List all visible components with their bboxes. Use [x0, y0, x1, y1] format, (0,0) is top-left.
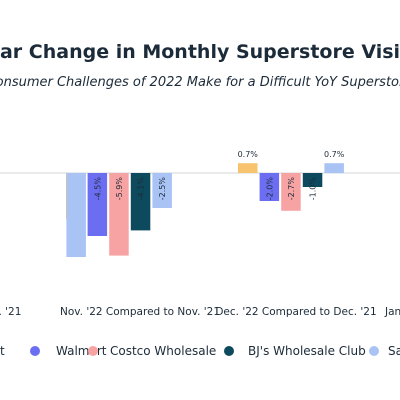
- legend-marker: [30, 346, 40, 356]
- legend-label: Sa: [388, 344, 400, 358]
- data-label: -2.7%: [287, 177, 296, 201]
- category-label: Dec. '22 Compared to Dec. '21: [215, 306, 376, 318]
- category-label: Jan: [384, 306, 400, 318]
- legend: t Walmart Costco Wholesale BJ's Wholesale C…: [0, 344, 400, 358]
- bar-sa-cat-1: [152, 173, 172, 208]
- data-label: -5.9%: [115, 177, 124, 201]
- bar-t-cat-2: [238, 163, 258, 173]
- category-label: Nov. '22 Compared to Nov. '21: [60, 306, 220, 318]
- data-label: -4.5%: [93, 177, 102, 201]
- data-label: -2.0%: [265, 177, 274, 201]
- data-label: -1.0%: [309, 177, 318, 201]
- legend-marker: [88, 346, 98, 356]
- data-label: -4.1%: [137, 177, 146, 201]
- bar-costco-wholesale-cat-2: [281, 173, 301, 211]
- category-labels: ct. '21 Nov. '22 Compared to Nov. '21Dec.…: [0, 306, 400, 318]
- bar-sa-cat-0: [66, 173, 86, 257]
- legend-label: BJ's Wholesale Club: [248, 344, 366, 358]
- legend-label: Costco Wholesale: [110, 344, 216, 358]
- chart-title: ar Change in Monthly Superstore Visi: [0, 41, 400, 63]
- data-label: 0.7%: [324, 150, 345, 159]
- bar-walmart-cat-1: [87, 173, 108, 236]
- bar-costco-wholesale-cat-1: [109, 173, 129, 256]
- category-label: ct. '21: [0, 306, 21, 318]
- data-label: -2.5%: [158, 177, 167, 201]
- bar-bj-s-wholesale-club-cat-1: [130, 173, 151, 231]
- bar-sa-cat-2: [324, 163, 344, 173]
- legend-label: Walmart: [56, 344, 107, 358]
- data-label: 0.7%: [238, 150, 259, 159]
- bar-walmart-cat-2: [259, 173, 280, 201]
- legend-marker: [369, 346, 379, 356]
- chart-subtitle: onsumer Challenges of 2022 Make for a Di…: [0, 75, 400, 90]
- bars-group: -3.3%0.7%-4.5%-2.0%-5.9%-2.7%-4.1%-1.0%-…: [66, 150, 345, 257]
- bar-bj-s-wholesale-club-cat-2: [302, 173, 323, 187]
- legend-label: t: [0, 344, 5, 358]
- legend-marker: [224, 346, 234, 356]
